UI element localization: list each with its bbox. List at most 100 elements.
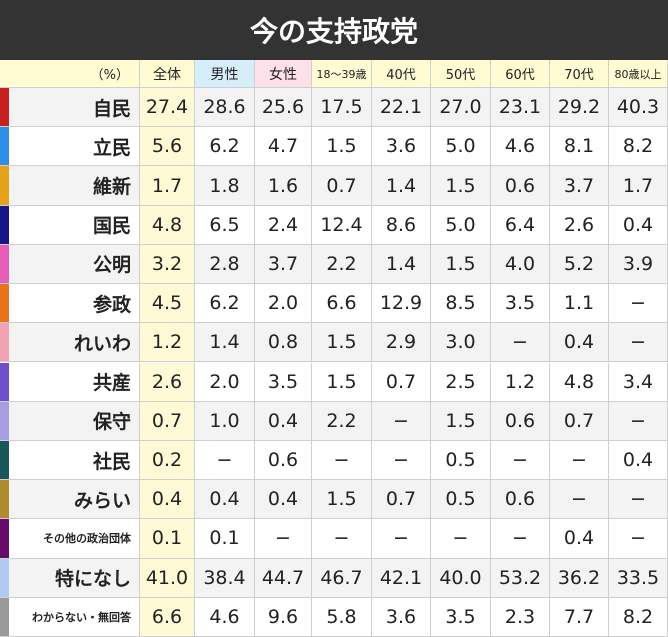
party-color (0, 597, 9, 636)
party-label: みらい (73, 489, 131, 512)
value-cell: 2.2 (312, 244, 372, 285)
value-cell: 5.6 (140, 127, 195, 167)
value-cell: 8.5 (431, 284, 491, 324)
party-name: 保守 (0, 401, 140, 441)
value-cell: 1.5 (312, 127, 372, 167)
value-cell: 46.7 (312, 558, 372, 598)
party-color (0, 205, 9, 244)
value-cell: 40.3 (609, 88, 668, 128)
value-cell: 42.1 (372, 558, 431, 598)
value-cell: 1.5 (312, 323, 372, 363)
value-cell: 1.5 (431, 244, 491, 285)
value-cell: 1.5 (431, 166, 491, 206)
value-cell: 0.5 (431, 440, 491, 481)
value-cell: − (609, 323, 668, 363)
party-color (0, 480, 9, 519)
value-cell: 53.2 (491, 558, 550, 598)
value-cell: 12.4 (312, 205, 372, 245)
party-name: 維新 (0, 166, 140, 206)
value-cell: 1.4 (372, 244, 431, 285)
party-name: 自民 (0, 88, 140, 128)
party-name: 共産 (0, 362, 140, 402)
value-cell: 7.7 (550, 597, 609, 637)
value-cell: 23.1 (491, 88, 550, 128)
value-cell: − (491, 323, 550, 363)
party-color (0, 519, 9, 558)
party-name: 立民 (0, 127, 140, 167)
value-cell: 0.7 (372, 480, 431, 520)
value-cell: 25.6 (255, 88, 312, 128)
party-label: れいわ (73, 332, 131, 355)
value-cell: 0.5 (431, 480, 491, 520)
value-cell: 3.5 (255, 362, 312, 402)
value-cell: 0.7 (312, 166, 372, 206)
value-cell: 3.6 (372, 127, 431, 167)
value-cell: 2.8 (195, 244, 255, 285)
value-cell: 1.5 (431, 401, 491, 441)
party-color (0, 244, 9, 284)
party-label: 保守 (92, 411, 131, 434)
value-cell: 8.2 (609, 127, 668, 167)
value-cell: 4.8 (140, 205, 195, 245)
value-cell: − (609, 480, 668, 520)
value-cell: 4.8 (550, 362, 609, 402)
header-cell: 80歳以上 (609, 60, 668, 88)
value-cell: 5.8 (312, 597, 372, 637)
party-label: 立民 (92, 136, 131, 159)
value-cell: 3.6 (372, 597, 431, 637)
value-cell: 3.5 (491, 284, 550, 324)
party-color (0, 323, 9, 362)
value-cell: 0.4 (140, 480, 195, 520)
value-cell: − (255, 519, 312, 559)
value-cell: 3.5 (431, 597, 491, 637)
value-cell: − (312, 519, 372, 559)
value-cell: 44.7 (255, 558, 312, 598)
party-color (0, 440, 9, 480)
value-cell: 3.2 (140, 244, 195, 285)
header-cell: 女性 (255, 60, 312, 88)
value-cell: 3.0 (431, 323, 491, 363)
value-cell: 0.1 (195, 519, 255, 559)
party-name: みらい (0, 480, 140, 520)
value-cell: 1.1 (550, 284, 609, 324)
value-cell: 22.1 (372, 88, 431, 128)
value-cell: 0.4 (550, 323, 609, 363)
party-name: その他の政治団体 (0, 519, 140, 559)
value-cell: 5.0 (431, 127, 491, 167)
value-cell: 33.5 (609, 558, 668, 598)
value-cell: 6.2 (195, 284, 255, 324)
value-cell: 0.6 (491, 166, 550, 206)
value-cell: 3.4 (609, 362, 668, 402)
value-cell: − (609, 519, 668, 559)
value-cell: 2.9 (372, 323, 431, 363)
value-cell: 0.7 (140, 401, 195, 441)
value-cell: 4.6 (195, 597, 255, 637)
value-cell: 2.0 (255, 284, 312, 324)
value-cell: 0.1 (140, 519, 195, 559)
value-cell: 4.5 (140, 284, 195, 324)
value-cell: − (312, 440, 372, 481)
value-cell: 2.6 (140, 362, 195, 402)
value-cell: 2.5 (431, 362, 491, 402)
header-cell: 70代 (550, 60, 609, 88)
value-cell: 0.6 (491, 401, 550, 441)
value-cell: 0.8 (255, 323, 312, 363)
value-cell: − (491, 519, 550, 559)
party-name: 国民 (0, 205, 140, 245)
value-cell: 8.1 (550, 127, 609, 167)
header-cell: 50代 (431, 60, 491, 88)
value-cell: 0.4 (609, 205, 668, 245)
value-cell: 27.0 (431, 88, 491, 128)
value-cell: − (609, 401, 668, 441)
value-cell: 1.2 (140, 323, 195, 363)
value-cell: − (550, 440, 609, 481)
value-cell: 1.4 (372, 166, 431, 206)
value-cell: 4.7 (255, 127, 312, 167)
value-cell: 27.4 (140, 88, 195, 128)
value-cell: 1.7 (609, 166, 668, 206)
value-cell: 41.0 (140, 558, 195, 598)
value-cell: 6.6 (140, 597, 195, 637)
value-cell: 2.6 (550, 205, 609, 245)
value-cell: 2.0 (195, 362, 255, 402)
party-color (0, 284, 9, 323)
